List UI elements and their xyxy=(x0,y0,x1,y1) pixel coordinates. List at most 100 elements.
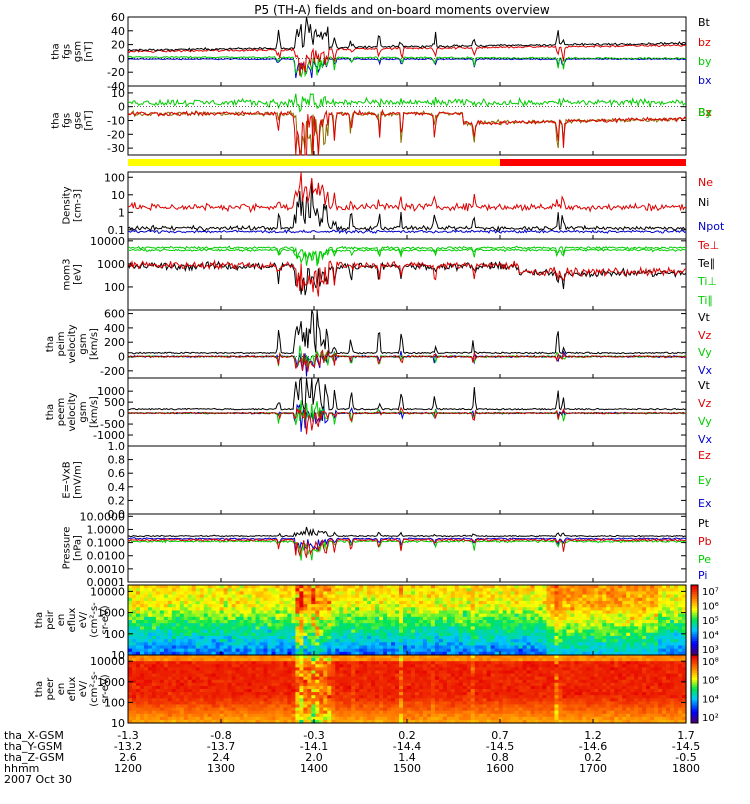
y-tick-label: 100 xyxy=(104,171,125,184)
y-axis-label: tha xyxy=(51,112,62,128)
y-axis-label: fgs xyxy=(62,113,73,128)
legend-Vy: Vy xyxy=(698,415,712,428)
y-tick-label: 400 xyxy=(104,322,125,335)
y-tick-label: 10 xyxy=(111,189,125,202)
y-axis-label: tha xyxy=(45,336,56,352)
legend-Vt: Vt xyxy=(698,311,711,324)
y-tick-label: -200 xyxy=(100,365,125,378)
series-line-Pe xyxy=(128,540,686,561)
y-tick-label: -20 xyxy=(107,128,125,141)
y-tick-label: 60 xyxy=(111,11,125,24)
y-axis-label: peir xyxy=(45,609,56,629)
legend-Ey: Ey xyxy=(698,474,712,487)
y-tick-label: 0.4 xyxy=(108,481,126,494)
y-tick-label: 1 xyxy=(118,206,125,219)
legend-Vz: Vz xyxy=(698,397,712,410)
legend-bz: bz xyxy=(698,36,711,49)
series-line-By xyxy=(128,94,686,112)
y-tick-label: 0.0010 xyxy=(87,563,126,576)
y-axis-label: Density xyxy=(62,186,73,224)
legend-by: by xyxy=(698,55,712,68)
y-tick-label: 0 xyxy=(118,52,125,65)
y-tick-label: 10 xyxy=(111,87,125,100)
y-axis-label: [nT] xyxy=(84,110,95,130)
y-axis-label: [nPa] xyxy=(73,535,84,561)
y-tick-label: 1.0 xyxy=(108,440,126,453)
colorbar-label: 10³ xyxy=(702,645,719,656)
y-axis-label: [km/s] xyxy=(89,396,100,428)
y-axis-label: (cm²-s- xyxy=(89,602,100,638)
legend-Ti∥: Ti∥ xyxy=(697,294,713,307)
y-axis-label: tha xyxy=(34,612,45,628)
legend-Vz: Vz xyxy=(698,329,712,342)
series-line-Ne xyxy=(128,172,686,212)
plot-frame xyxy=(128,17,686,86)
y-tick-label: 0 xyxy=(118,101,125,114)
y-axis-label: velocity xyxy=(67,324,78,363)
y-tick-label: 0.8 xyxy=(108,454,126,467)
series-line-Vt xyxy=(128,310,686,354)
y-axis-label: en xyxy=(56,614,67,627)
legend-Ti⊥: Ti⊥ xyxy=(697,275,717,288)
legend-Ne: Ne xyxy=(698,176,713,189)
y-tick-label: 0.0100 xyxy=(87,550,126,563)
colorbar-label: 10⁶ xyxy=(702,602,719,613)
y-tick-label: 600 xyxy=(104,308,125,321)
y-axis-label: gse xyxy=(73,112,84,130)
legend-Bt: Bt xyxy=(698,16,711,29)
legend-Npot: Npot xyxy=(698,220,725,233)
y-tick-label: 0 xyxy=(118,351,125,364)
y-tick-label: 0.2 xyxy=(108,494,126,507)
legend-Ex: Ex xyxy=(698,497,712,510)
legend-By: By xyxy=(698,106,713,119)
series-line-Bz xyxy=(128,111,686,155)
colorbar-label: 10⁵ xyxy=(702,616,719,627)
series-line-Pt xyxy=(128,527,686,537)
legend-Vx: Vx xyxy=(698,364,713,377)
plot-frame xyxy=(128,310,686,378)
series-line-Vt xyxy=(128,378,686,410)
series-line-Te∥ xyxy=(128,262,686,296)
y-axis-label: fgs xyxy=(62,44,73,59)
legend-Pb: Pb xyxy=(698,535,712,548)
y-tick-label: -10 xyxy=(107,115,125,128)
legend-Vt: Vt xyxy=(698,379,711,392)
y-axis-label: gsm xyxy=(78,401,89,422)
panel-pressure: 10.00001.00000.10000.01000.00100.0001Pre… xyxy=(62,510,712,589)
y-axis-label: Pressure xyxy=(62,527,73,570)
y-axis-label: [mV/m] xyxy=(73,461,84,499)
series-line-Npot xyxy=(128,230,686,234)
plot-frame xyxy=(128,446,686,514)
y-tick-label: 10000 xyxy=(90,585,125,598)
y-axis-label: mom3 xyxy=(62,259,73,291)
legend-Te⊥: Te⊥ xyxy=(697,239,719,252)
legend-Ez: Ez xyxy=(698,449,711,462)
y-tick-label: 0.1000 xyxy=(87,537,126,550)
y-tick-label: 0.6 xyxy=(108,467,126,480)
legend-Pe: Pe xyxy=(698,553,711,566)
y-axis-label: tha xyxy=(51,43,62,59)
legend-Vy: Vy xyxy=(698,346,712,359)
legend-Pi: Pi xyxy=(698,569,707,582)
y-axis-label: gsm xyxy=(78,333,89,354)
y-axis-label: peim xyxy=(56,331,67,356)
colorbar-label: 10⁷ xyxy=(702,587,719,598)
series-line-Vz xyxy=(128,408,686,435)
y-axis-label: peem xyxy=(56,398,67,426)
y-axis-label: [nT] xyxy=(84,41,95,61)
y-axis-label: [eV] xyxy=(73,264,84,285)
y-tick-label: 10000 xyxy=(90,235,125,248)
series-line-bx xyxy=(128,58,686,78)
y-axis-label: E=-VxB xyxy=(62,461,73,498)
y-axis-label: [cm-3] xyxy=(73,189,84,222)
y-tick-label: 10.0000 xyxy=(80,510,126,523)
plot-frame xyxy=(128,514,686,582)
